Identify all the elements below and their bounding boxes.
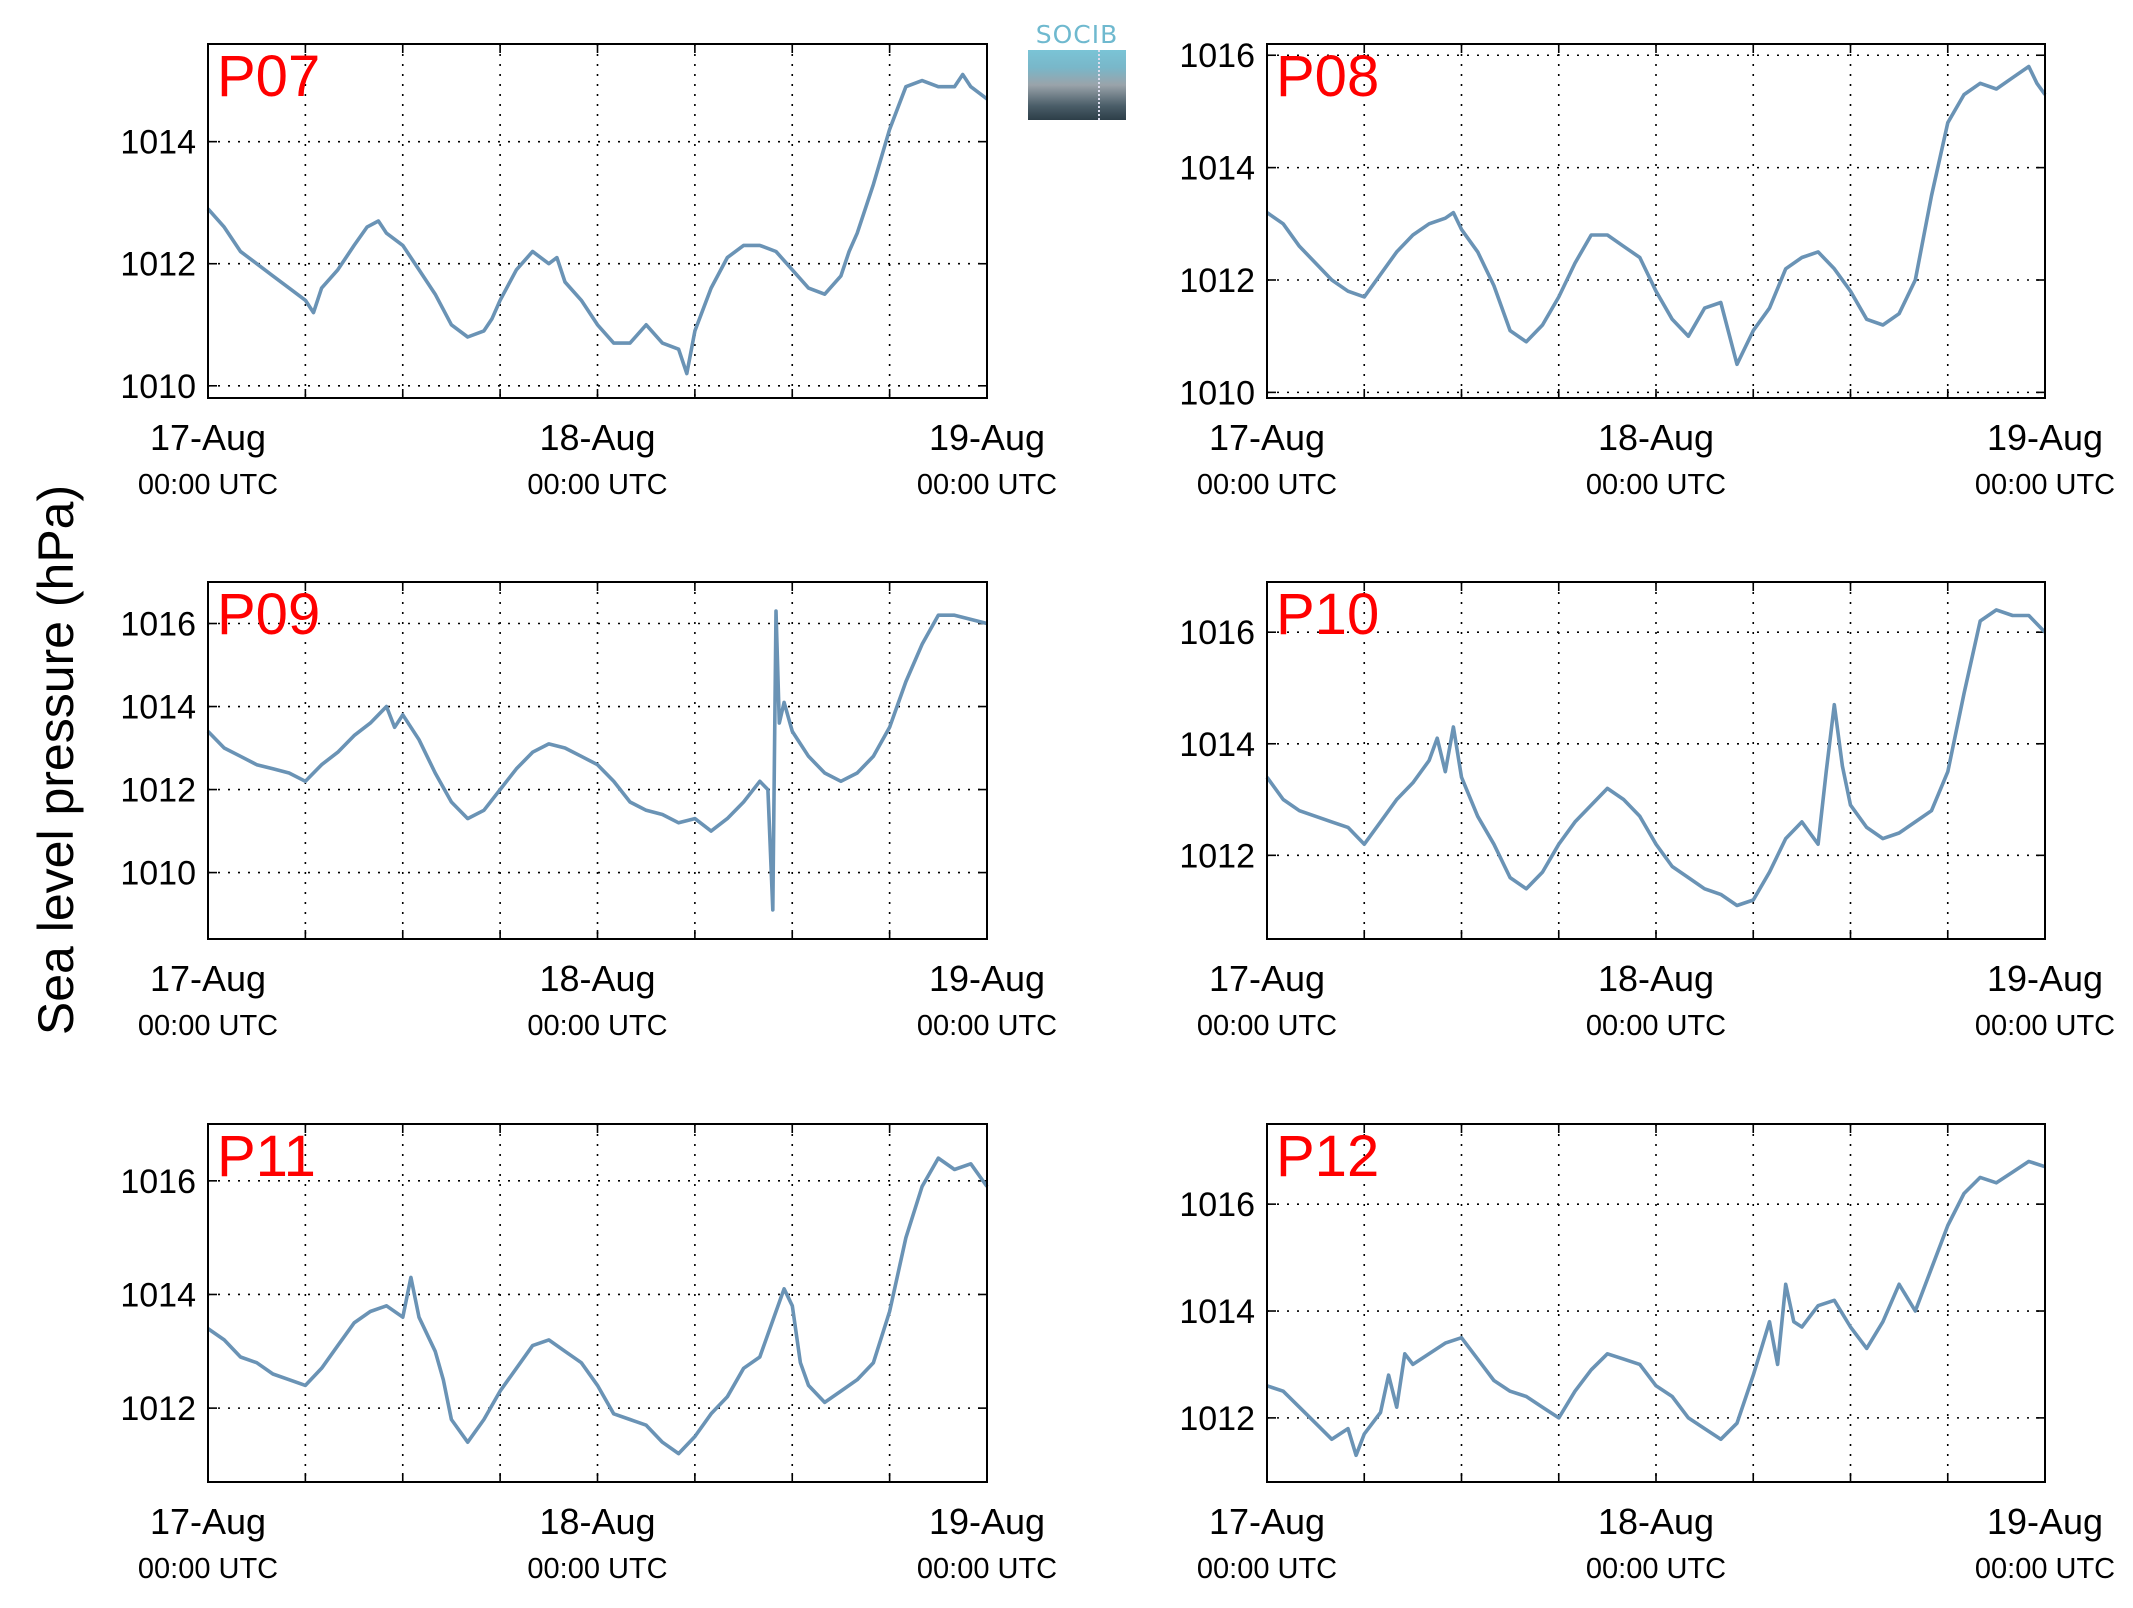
x-tick-label-date: 17-Aug: [150, 1501, 266, 1542]
chart-P08: 1010 1012 1014 1016 17-Aug 00:00 UTC 18-Aug 00:…: [1179, 37, 2115, 501]
x-tick-label-date: 18-Aug: [1598, 958, 1714, 999]
station-label: P08: [1276, 44, 1379, 109]
series-line-P10: [1265, 608, 2047, 908]
chart-P11: 1012 1014 1016 17-Aug 00:00 UTC 18-Aug 00:00 U…: [120, 1123, 1057, 1585]
station-label: P07: [217, 44, 320, 109]
axes-frame: [1266, 581, 2046, 940]
x-tick-label-date: 17-Aug: [150, 417, 266, 458]
x-tick-label-time: 00:00 UTC: [1975, 1553, 2115, 1585]
x-tick-label-date: 18-Aug: [539, 958, 655, 999]
y-tick-label: 1014: [120, 124, 196, 162]
x-tick-label-date: 17-Aug: [1209, 958, 1325, 999]
y-tick-label: 1012: [1179, 1400, 1255, 1438]
y-tick-label: 1016: [1179, 614, 1255, 652]
y-tick-label: 1016: [120, 1163, 196, 1201]
station-label: P11: [217, 1124, 316, 1189]
logo-graphic: [1028, 50, 1126, 120]
chart-P09: 1010 1012 1014 1016 17-Aug 00:00 UTC 18-Aug 00:…: [120, 581, 1057, 1042]
x-tick-label-time: 00:00 UTC: [138, 1553, 278, 1585]
x-tick-label-date: 18-Aug: [1598, 1501, 1714, 1542]
x-tick-label-time: 00:00 UTC: [138, 469, 278, 501]
axes-frame: [207, 1123, 988, 1483]
axes-frame: [1266, 1123, 2046, 1483]
y-tick-label: 1010: [120, 855, 196, 893]
y-tick-label: 1016: [1179, 1186, 1255, 1224]
y-tick-label: 1012: [1179, 837, 1255, 875]
x-tick-label-time: 00:00 UTC: [1975, 469, 2115, 501]
x-tick-label-date: 17-Aug: [150, 958, 266, 999]
socib-logo: SOCIB: [1028, 20, 1126, 120]
x-tick-label-date: 19-Aug: [1987, 958, 2103, 999]
y-tick-label: 1014: [120, 1276, 196, 1314]
x-tick-label-time: 00:00 UTC: [917, 469, 1057, 501]
chart-P07: 1010 1012 1014 17-Aug 00:00 UTC 18-Aug 00:00 U…: [120, 43, 1057, 501]
x-tick-label-date: 17-Aug: [1209, 417, 1325, 458]
x-tick-label-date: 18-Aug: [539, 417, 655, 458]
chart-P12: 1012 1014 1016 17-Aug 00:00 UTC 18-Aug 00:00 U…: [1179, 1123, 2115, 1585]
y-tick-label: 1016: [120, 606, 196, 644]
x-tick-label-date: 19-Aug: [1987, 417, 2103, 458]
x-tick-label-time: 00:00 UTC: [1586, 469, 1726, 501]
series-line-P12: [1266, 1159, 2046, 1458]
x-tick-label-time: 00:00 UTC: [527, 469, 667, 501]
y-tick-label: 1016: [1179, 37, 1255, 75]
x-tick-label-time: 00:00 UTC: [917, 1553, 1057, 1585]
y-tick-label: 1012: [120, 246, 196, 284]
series-line-P11: [206, 1156, 989, 1456]
x-tick-label-time: 00:00 UTC: [527, 1553, 667, 1585]
y-tick-label: 1012: [120, 1390, 196, 1428]
series-line-P09: [206, 609, 988, 912]
y-tick-label: 1014: [1179, 1293, 1255, 1331]
x-tick-label-date: 19-Aug: [929, 958, 1045, 999]
logo-text: SOCIB: [1035, 20, 1119, 49]
station-label: P09: [217, 582, 320, 647]
station-label: P12: [1276, 1124, 1379, 1189]
x-tick-label-date: 17-Aug: [1209, 1501, 1325, 1542]
x-tick-label-time: 00:00 UTC: [1197, 1553, 1337, 1585]
axes-frame: [207, 581, 988, 940]
y-tick-label: 1012: [1179, 262, 1255, 300]
chart-P10: 1012 1014 1016 17-Aug 00:00 UTC 18-Aug 00:00 U…: [1179, 581, 2115, 1042]
axes-frame: [207, 43, 988, 399]
x-tick-label-time: 00:00 UTC: [1586, 1553, 1726, 1585]
x-tick-label-time: 00:00 UTC: [1586, 1010, 1726, 1042]
series-line-P07: [206, 72, 989, 376]
x-tick-label-time: 00:00 UTC: [1975, 1010, 2115, 1042]
y-tick-label: 1014: [1179, 726, 1255, 764]
x-tick-label-time: 00:00 UTC: [527, 1010, 667, 1042]
x-tick-label-time: 00:00 UTC: [1197, 1010, 1337, 1042]
y-tick-label: 1014: [120, 689, 196, 727]
x-tick-label-time: 00:00 UTC: [1197, 469, 1337, 501]
x-tick-label-date: 19-Aug: [929, 417, 1045, 458]
axes-frame: [1266, 43, 2046, 399]
y-tick-label: 1010: [1179, 374, 1255, 412]
y-tick-label: 1014: [1179, 150, 1255, 188]
x-tick-label-date: 18-Aug: [1598, 417, 1714, 458]
series-line-P08: [1265, 64, 2047, 367]
x-tick-label-time: 00:00 UTC: [917, 1010, 1057, 1042]
y-tick-label: 1010: [120, 368, 196, 406]
x-tick-label-time: 00:00 UTC: [138, 1010, 278, 1042]
x-tick-label-date: 19-Aug: [1987, 1501, 2103, 1542]
x-tick-label-date: 19-Aug: [929, 1501, 1045, 1542]
station-label: P10: [1276, 582, 1379, 647]
y-tick-label: 1012: [120, 772, 196, 810]
x-tick-label-date: 18-Aug: [539, 1501, 655, 1542]
